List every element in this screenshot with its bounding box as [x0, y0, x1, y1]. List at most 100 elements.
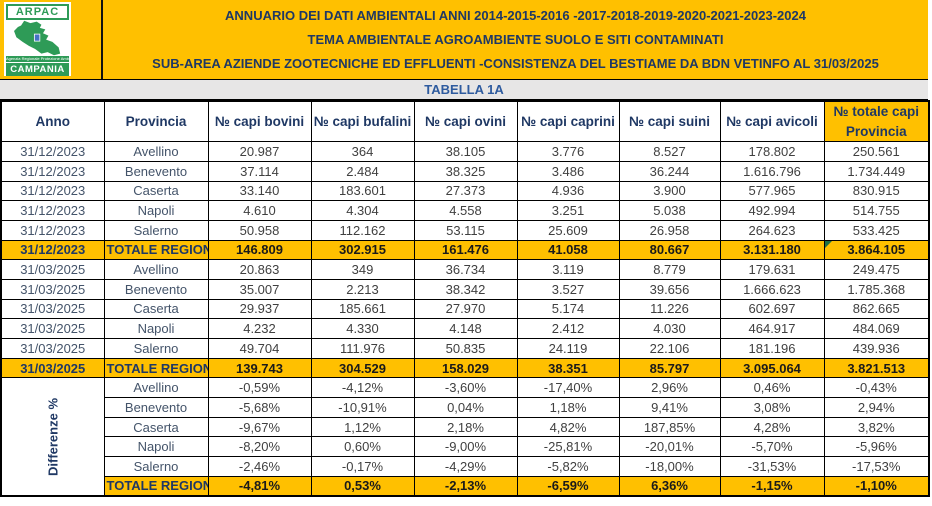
cell-value: 22.106 [618, 338, 721, 359]
cell-value: 24.119 [516, 338, 620, 359]
title-banner: ARPAC Agenzia Regionale Protezione Ambie… [0, 0, 928, 80]
cell-anno: 31/12/2023 [0, 180, 105, 202]
cell-value: 4.610 [207, 200, 312, 221]
cell-provincia: Napoli [103, 436, 209, 458]
cell-value: 492.994 [719, 200, 825, 221]
table-row: Salerno -2,46% -0,17% -4,29% -5,82% -18,00% -3… [1, 456, 930, 477]
table-row: 31/12/2023 Benevento 37.114 2.484 38.325 3.48… [0, 160, 930, 182]
col-header-provincia: Provincia [103, 100, 209, 143]
cell-value: 349 [310, 259, 415, 280]
cell-value: 2.213 [310, 278, 415, 300]
cell-anno: 31/03/2025 [0, 338, 105, 359]
cell-value: -9,67% [207, 416, 312, 438]
cell-provincia: Salerno [103, 219, 209, 241]
table-row: 31/12/2023 Napoli 4.610 4.304 4.558 3.251 5.03… [0, 200, 930, 221]
cell-value: -0,17% [310, 456, 415, 477]
cell-value: 577.965 [719, 180, 825, 202]
cell-anno: 31/03/2025 [0, 278, 105, 300]
table-row: Caserta -9,67% 1,12% 2,18% 4,82% 187,85% 4,28%… [1, 416, 930, 438]
cell-anno: 31/03/2025 [0, 357, 105, 379]
cell-value: 185.661 [310, 298, 415, 320]
table-row: 31/03/2025 Benevento 35.007 2.213 38.342 3.52… [0, 278, 930, 300]
cell-provincia: Salerno [103, 456, 209, 477]
cell-value: 3.095.064 [719, 357, 825, 379]
cell-value: 85.797 [618, 357, 721, 379]
cell-provincia: Avellino [103, 141, 209, 162]
title-line-1: ANNUARIO DEI DATI AMBIENTALI ANNI 2014-2… [225, 7, 806, 23]
col-header-bovini: № capi bovini [207, 100, 312, 143]
cell-provincia: TOTALE REGIONE [103, 475, 209, 497]
cell-provincia: Caserta [103, 416, 209, 438]
arpac-region-label: CAMPANIA [6, 63, 69, 76]
cell-value: -25,81% [516, 436, 620, 458]
cell-anno: 31/12/2023 [0, 200, 105, 221]
cell-anno: 31/12/2023 [0, 160, 105, 182]
cell-value: -1,15% [719, 475, 825, 497]
cell-value: -1,10% [823, 475, 930, 497]
cell-value: 4.304 [310, 200, 415, 221]
cell-value: 53.115 [413, 219, 518, 241]
livestock-table: Anno Provincia № capi bovini № capi bufa… [0, 100, 930, 497]
cell-value: 3.900 [618, 180, 721, 202]
cell-value: 49.704 [207, 338, 312, 359]
header-row: Anno Provincia № capi bovini № capi bufa… [0, 100, 930, 143]
cell-value: 302.915 [310, 239, 415, 261]
cell-value: -17,53% [823, 456, 930, 477]
col-header-suini: № capi suini [618, 100, 721, 143]
cell-value: 3.251 [516, 200, 620, 221]
cell-value: -5,70% [719, 436, 825, 458]
document-title: ANNUARIO DEI DATI AMBIENTALI ANNI 2014-2… [103, 0, 928, 79]
cell-value: 9,41% [618, 397, 721, 418]
cell-value: 4.558 [413, 200, 518, 221]
cell-value: 4,82% [516, 416, 620, 438]
cell-value: 1,12% [310, 416, 415, 438]
cell-provincia: Salerno [103, 338, 209, 359]
arpac-wordmark: ARPAC [6, 4, 69, 20]
cell-value: -0,59% [207, 377, 312, 399]
arpac-agency-subtext: Agenzia Regionale Protezione Ambientale [6, 56, 69, 62]
cell-provincia: Napoli [103, 318, 209, 339]
cell-value: 36.244 [618, 160, 721, 182]
cell-value: 27.373 [413, 180, 518, 202]
cell-value: -20,01% [618, 436, 721, 458]
cell-value: 1.785.368 [823, 278, 930, 300]
cell-value: -8,20% [207, 436, 312, 458]
cell-value: 8.779 [618, 259, 721, 280]
cell-value: 139.743 [207, 357, 312, 379]
cell-value: 249.475 [823, 259, 930, 280]
cell-provincia: Avellino [103, 377, 209, 399]
cell-value: 862.665 [823, 298, 930, 320]
col-header-avicoli: № capi avicoli [719, 100, 825, 143]
cell-value: -10,91% [310, 397, 415, 418]
cell-value: 439.936 [823, 338, 930, 359]
cell-value: 3.131.180 [719, 239, 825, 261]
cell-value: 304.529 [310, 357, 415, 379]
cell-value: 4,28% [719, 416, 825, 438]
cell-value: 2.484 [310, 160, 415, 182]
cell-value: 20.987 [207, 141, 312, 162]
cell-value: 38.342 [413, 278, 518, 300]
section-label: Differenze % [45, 397, 61, 476]
cell-value: 0,04% [413, 397, 518, 418]
cell-value: 264.623 [719, 219, 825, 241]
cell-provincia: TOTALE REGIONE [103, 239, 209, 261]
cell-value: -2,46% [207, 456, 312, 477]
cell-provincia: Benevento [103, 397, 209, 418]
table-row: 31/03/2025 Salerno 49.704 111.976 50.835 24.1… [0, 338, 930, 359]
cell-value: 2.412 [516, 318, 620, 339]
cell-provincia: TOTALE REGIONE [103, 357, 209, 379]
cell-value: -18,00% [618, 456, 721, 477]
table-row: 31/12/2023 Avellino 20.987 364 38.105 3.776 8.… [0, 141, 930, 162]
cell-anno: 31/03/2025 [0, 259, 105, 280]
cell-value: -4,81% [207, 475, 312, 497]
cell-value: -31,53% [719, 456, 825, 477]
cell-value: -3,60% [413, 377, 518, 399]
cell-value: -4,12% [310, 377, 415, 399]
cell-value: 0,53% [310, 475, 415, 497]
cell-value: -5,96% [823, 436, 930, 458]
cell-provincia: Benevento [103, 278, 209, 300]
cell-value: 8.527 [618, 141, 721, 162]
col-header-totale: № totale capi Provincia [823, 100, 930, 143]
cell-value: 0,60% [310, 436, 415, 458]
